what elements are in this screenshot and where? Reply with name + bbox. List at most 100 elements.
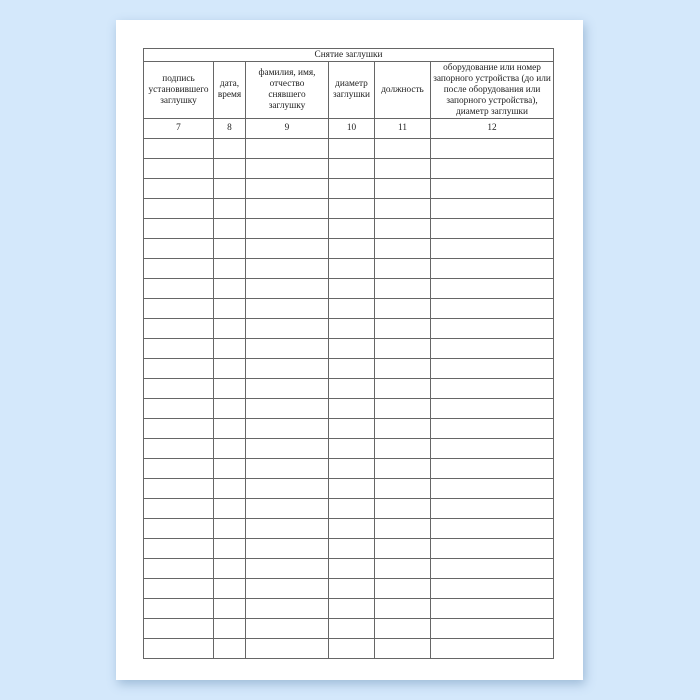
table-cell[interactable] [213, 598, 246, 619]
table-cell[interactable] [143, 458, 214, 479]
table-cell[interactable] [245, 438, 329, 459]
table-cell[interactable] [328, 638, 375, 659]
table-cell[interactable] [245, 218, 329, 239]
table-cell[interactable] [374, 358, 431, 379]
table-cell[interactable] [328, 578, 375, 599]
table-cell[interactable] [213, 618, 246, 639]
table-cell[interactable] [213, 278, 246, 299]
table-cell[interactable] [374, 258, 431, 279]
table-cell[interactable] [143, 418, 214, 439]
table-cell[interactable] [374, 498, 431, 519]
table-cell[interactable] [429, 358, 555, 379]
table-cell[interactable] [213, 638, 246, 659]
table-cell[interactable] [245, 138, 329, 159]
table-cell[interactable] [328, 458, 375, 479]
table-cell[interactable] [374, 218, 431, 239]
table-cell[interactable] [143, 298, 214, 319]
table-cell[interactable] [143, 578, 214, 599]
table-cell[interactable] [143, 178, 214, 199]
table-cell[interactable] [143, 558, 214, 579]
table-cell[interactable] [213, 198, 246, 219]
table-cell[interactable] [374, 378, 431, 399]
table-cell[interactable] [245, 318, 329, 339]
table-cell[interactable] [245, 398, 329, 419]
table-cell[interactable] [213, 378, 246, 399]
table-cell[interactable] [245, 258, 329, 279]
table-cell[interactable] [429, 458, 555, 479]
table-cell[interactable] [374, 438, 431, 459]
table-cell[interactable] [143, 238, 214, 259]
table-cell[interactable] [328, 278, 375, 299]
table-cell[interactable] [328, 358, 375, 379]
table-cell[interactable] [143, 138, 214, 159]
table-cell[interactable] [429, 298, 555, 319]
table-cell[interactable] [143, 278, 214, 299]
table-cell[interactable] [213, 358, 246, 379]
table-cell[interactable] [245, 358, 329, 379]
table-cell[interactable] [213, 178, 246, 199]
table-cell[interactable] [429, 418, 555, 439]
table-cell[interactable] [429, 318, 555, 339]
table-cell[interactable] [245, 618, 329, 639]
table-cell[interactable] [143, 538, 214, 559]
table-cell[interactable] [143, 618, 214, 639]
table-cell[interactable] [143, 438, 214, 459]
table-cell[interactable] [213, 138, 246, 159]
table-cell[interactable] [245, 578, 329, 599]
table-cell[interactable] [328, 158, 375, 179]
table-cell[interactable] [213, 298, 246, 319]
table-cell[interactable] [374, 578, 431, 599]
table-cell[interactable] [213, 218, 246, 239]
table-cell[interactable] [143, 258, 214, 279]
table-cell[interactable] [374, 538, 431, 559]
table-cell[interactable] [374, 458, 431, 479]
table-cell[interactable] [328, 218, 375, 239]
table-cell[interactable] [429, 398, 555, 419]
table-cell[interactable] [245, 558, 329, 579]
table-cell[interactable] [213, 438, 246, 459]
table-cell[interactable] [429, 498, 555, 519]
table-cell[interactable] [245, 478, 329, 499]
table-cell[interactable] [429, 238, 555, 259]
table-cell[interactable] [143, 398, 214, 419]
table-cell[interactable] [213, 398, 246, 419]
table-cell[interactable] [328, 538, 375, 559]
table-cell[interactable] [143, 518, 214, 539]
table-cell[interactable] [429, 518, 555, 539]
table-cell[interactable] [429, 278, 555, 299]
table-cell[interactable] [245, 158, 329, 179]
table-cell[interactable] [374, 638, 431, 659]
table-cell[interactable] [245, 458, 329, 479]
table-cell[interactable] [143, 218, 214, 239]
table-cell[interactable] [429, 538, 555, 559]
table-cell[interactable] [429, 258, 555, 279]
table-cell[interactable] [328, 618, 375, 639]
table-cell[interactable] [328, 518, 375, 539]
table-cell[interactable] [328, 198, 375, 219]
table-cell[interactable] [328, 598, 375, 619]
table-cell[interactable] [143, 318, 214, 339]
table-cell[interactable] [245, 418, 329, 439]
table-cell[interactable] [213, 498, 246, 519]
table-cell[interactable] [429, 198, 555, 219]
table-cell[interactable] [245, 538, 329, 559]
table-cell[interactable] [213, 538, 246, 559]
table-cell[interactable] [328, 338, 375, 359]
table-cell[interactable] [245, 498, 329, 519]
table-cell[interactable] [374, 598, 431, 619]
table-cell[interactable] [245, 178, 329, 199]
table-cell[interactable] [328, 178, 375, 199]
table-cell[interactable] [374, 418, 431, 439]
table-cell[interactable] [374, 238, 431, 259]
table-cell[interactable] [143, 338, 214, 359]
table-cell[interactable] [429, 598, 555, 619]
table-cell[interactable] [374, 158, 431, 179]
table-cell[interactable] [374, 618, 431, 639]
table-cell[interactable] [328, 258, 375, 279]
table-cell[interactable] [143, 478, 214, 499]
table-cell[interactable] [429, 178, 555, 199]
table-cell[interactable] [213, 418, 246, 439]
table-cell[interactable] [374, 298, 431, 319]
table-cell[interactable] [328, 238, 375, 259]
table-cell[interactable] [374, 518, 431, 539]
